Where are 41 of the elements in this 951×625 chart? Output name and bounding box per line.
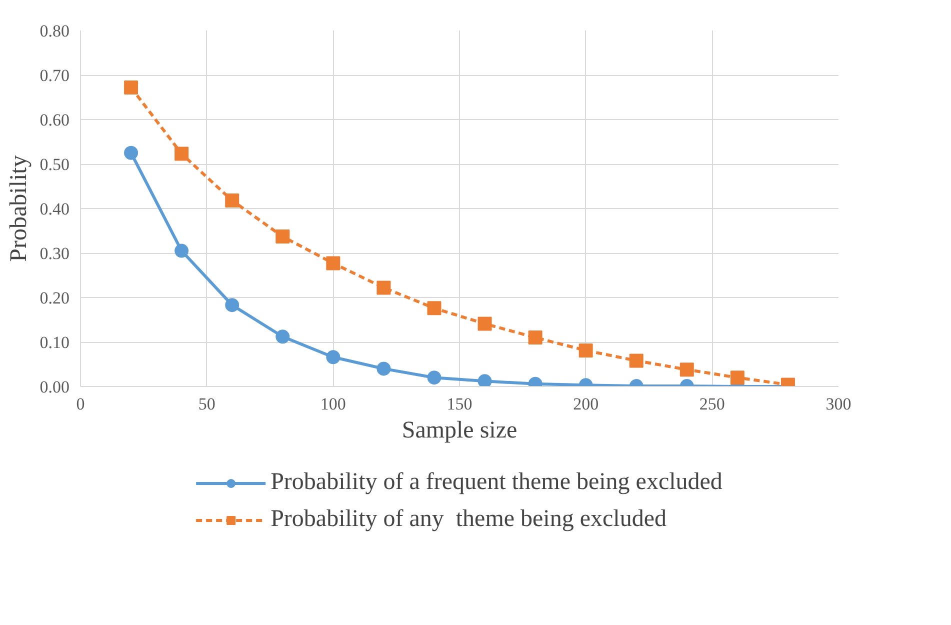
point bbox=[376, 280, 391, 295]
point bbox=[225, 298, 240, 312]
point bbox=[629, 354, 644, 368]
x-tick-label: 200 bbox=[573, 394, 599, 414]
point bbox=[225, 193, 240, 208]
y-tick-label: 0.80 bbox=[40, 22, 70, 40]
point bbox=[528, 330, 542, 345]
point bbox=[276, 230, 290, 244]
point bbox=[124, 80, 138, 94]
y-tick-label: 0.20 bbox=[40, 288, 70, 308]
x-axis-title: Sample size bbox=[402, 418, 518, 444]
point bbox=[376, 362, 391, 376]
point bbox=[427, 301, 442, 316]
legend-label: Probability of a frequent theme being excluded bbox=[270, 469, 722, 496]
y-tick-label: 0.70 bbox=[40, 66, 70, 85]
y-axis-title: Probability bbox=[6, 155, 32, 262]
point bbox=[276, 330, 290, 344]
y-tick-label: 0.30 bbox=[40, 244, 70, 263]
x-tick-label: 300 bbox=[826, 394, 852, 414]
point bbox=[326, 350, 340, 364]
point bbox=[124, 146, 138, 160]
x-tick-label: 100 bbox=[320, 394, 346, 414]
y-tick-label: 0.50 bbox=[40, 155, 70, 174]
legend-label: Probability of any theme being excluded bbox=[270, 506, 666, 533]
x-tick-label: 150 bbox=[446, 394, 472, 414]
point bbox=[478, 374, 492, 386]
point bbox=[326, 256, 340, 270]
point bbox=[174, 146, 189, 161]
x-tick-label: 0 bbox=[76, 394, 85, 414]
point bbox=[174, 244, 189, 258]
point bbox=[730, 370, 744, 385]
point bbox=[578, 343, 593, 358]
point bbox=[680, 362, 694, 377]
y-tick-label: 0.60 bbox=[40, 110, 70, 130]
x-tick-label: 250 bbox=[699, 394, 725, 414]
y-tick-label: 0.10 bbox=[40, 333, 70, 352]
x-tick-label: 50 bbox=[198, 394, 216, 414]
y-tick-label: 0.00 bbox=[40, 378, 70, 396]
point bbox=[478, 316, 492, 331]
y-tick-label: 0.40 bbox=[40, 200, 70, 218]
point bbox=[427, 370, 442, 385]
